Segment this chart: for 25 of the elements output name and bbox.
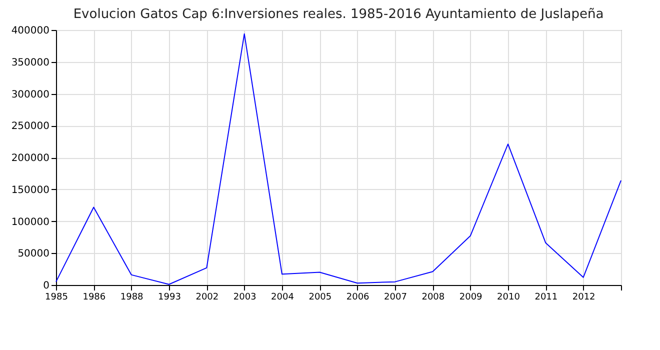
x-tick-label: 2004 [271, 292, 294, 302]
y-tick-label: 100000 [11, 216, 50, 228]
x-tick-label: 1988 [120, 292, 144, 302]
y-tick-label: 300000 [11, 89, 50, 100]
x-tick-label: 1985 [45, 292, 68, 302]
x-tick-label: 2011 [534, 292, 558, 302]
x-tick-label: 2012 [572, 292, 596, 302]
y-tick-label: 0 [43, 280, 50, 292]
y-tick-label: 400000 [11, 26, 50, 36]
x-tick-label: 1986 [82, 292, 106, 302]
x-tick-label: 2008 [422, 292, 445, 302]
y-tick-label: 250000 [11, 121, 50, 132]
y-tick-label: 200000 [11, 153, 50, 164]
x-tick-label: 1993 [158, 292, 181, 302]
x-tick-label: 2006 [346, 292, 370, 302]
chart-title: Evolucion Gatos Cap 6:Inversiones reales. 1985-2016 Ayuntamiento de Juslapeña [73, 7, 604, 22]
y-tick-label: 350000 [11, 57, 50, 68]
x-tick-label: 2007 [384, 292, 407, 302]
x-tick-label: 2003 [233, 292, 256, 302]
x-tick-label: 2002 [196, 292, 219, 302]
x-tick-label: 2009 [459, 292, 483, 302]
x-tick-label: 2010 [497, 292, 520, 302]
y-tick-label: 50000 [18, 248, 50, 260]
y-tick-label: 150000 [11, 184, 50, 196]
x-tick-label: 2005 [308, 292, 332, 302]
